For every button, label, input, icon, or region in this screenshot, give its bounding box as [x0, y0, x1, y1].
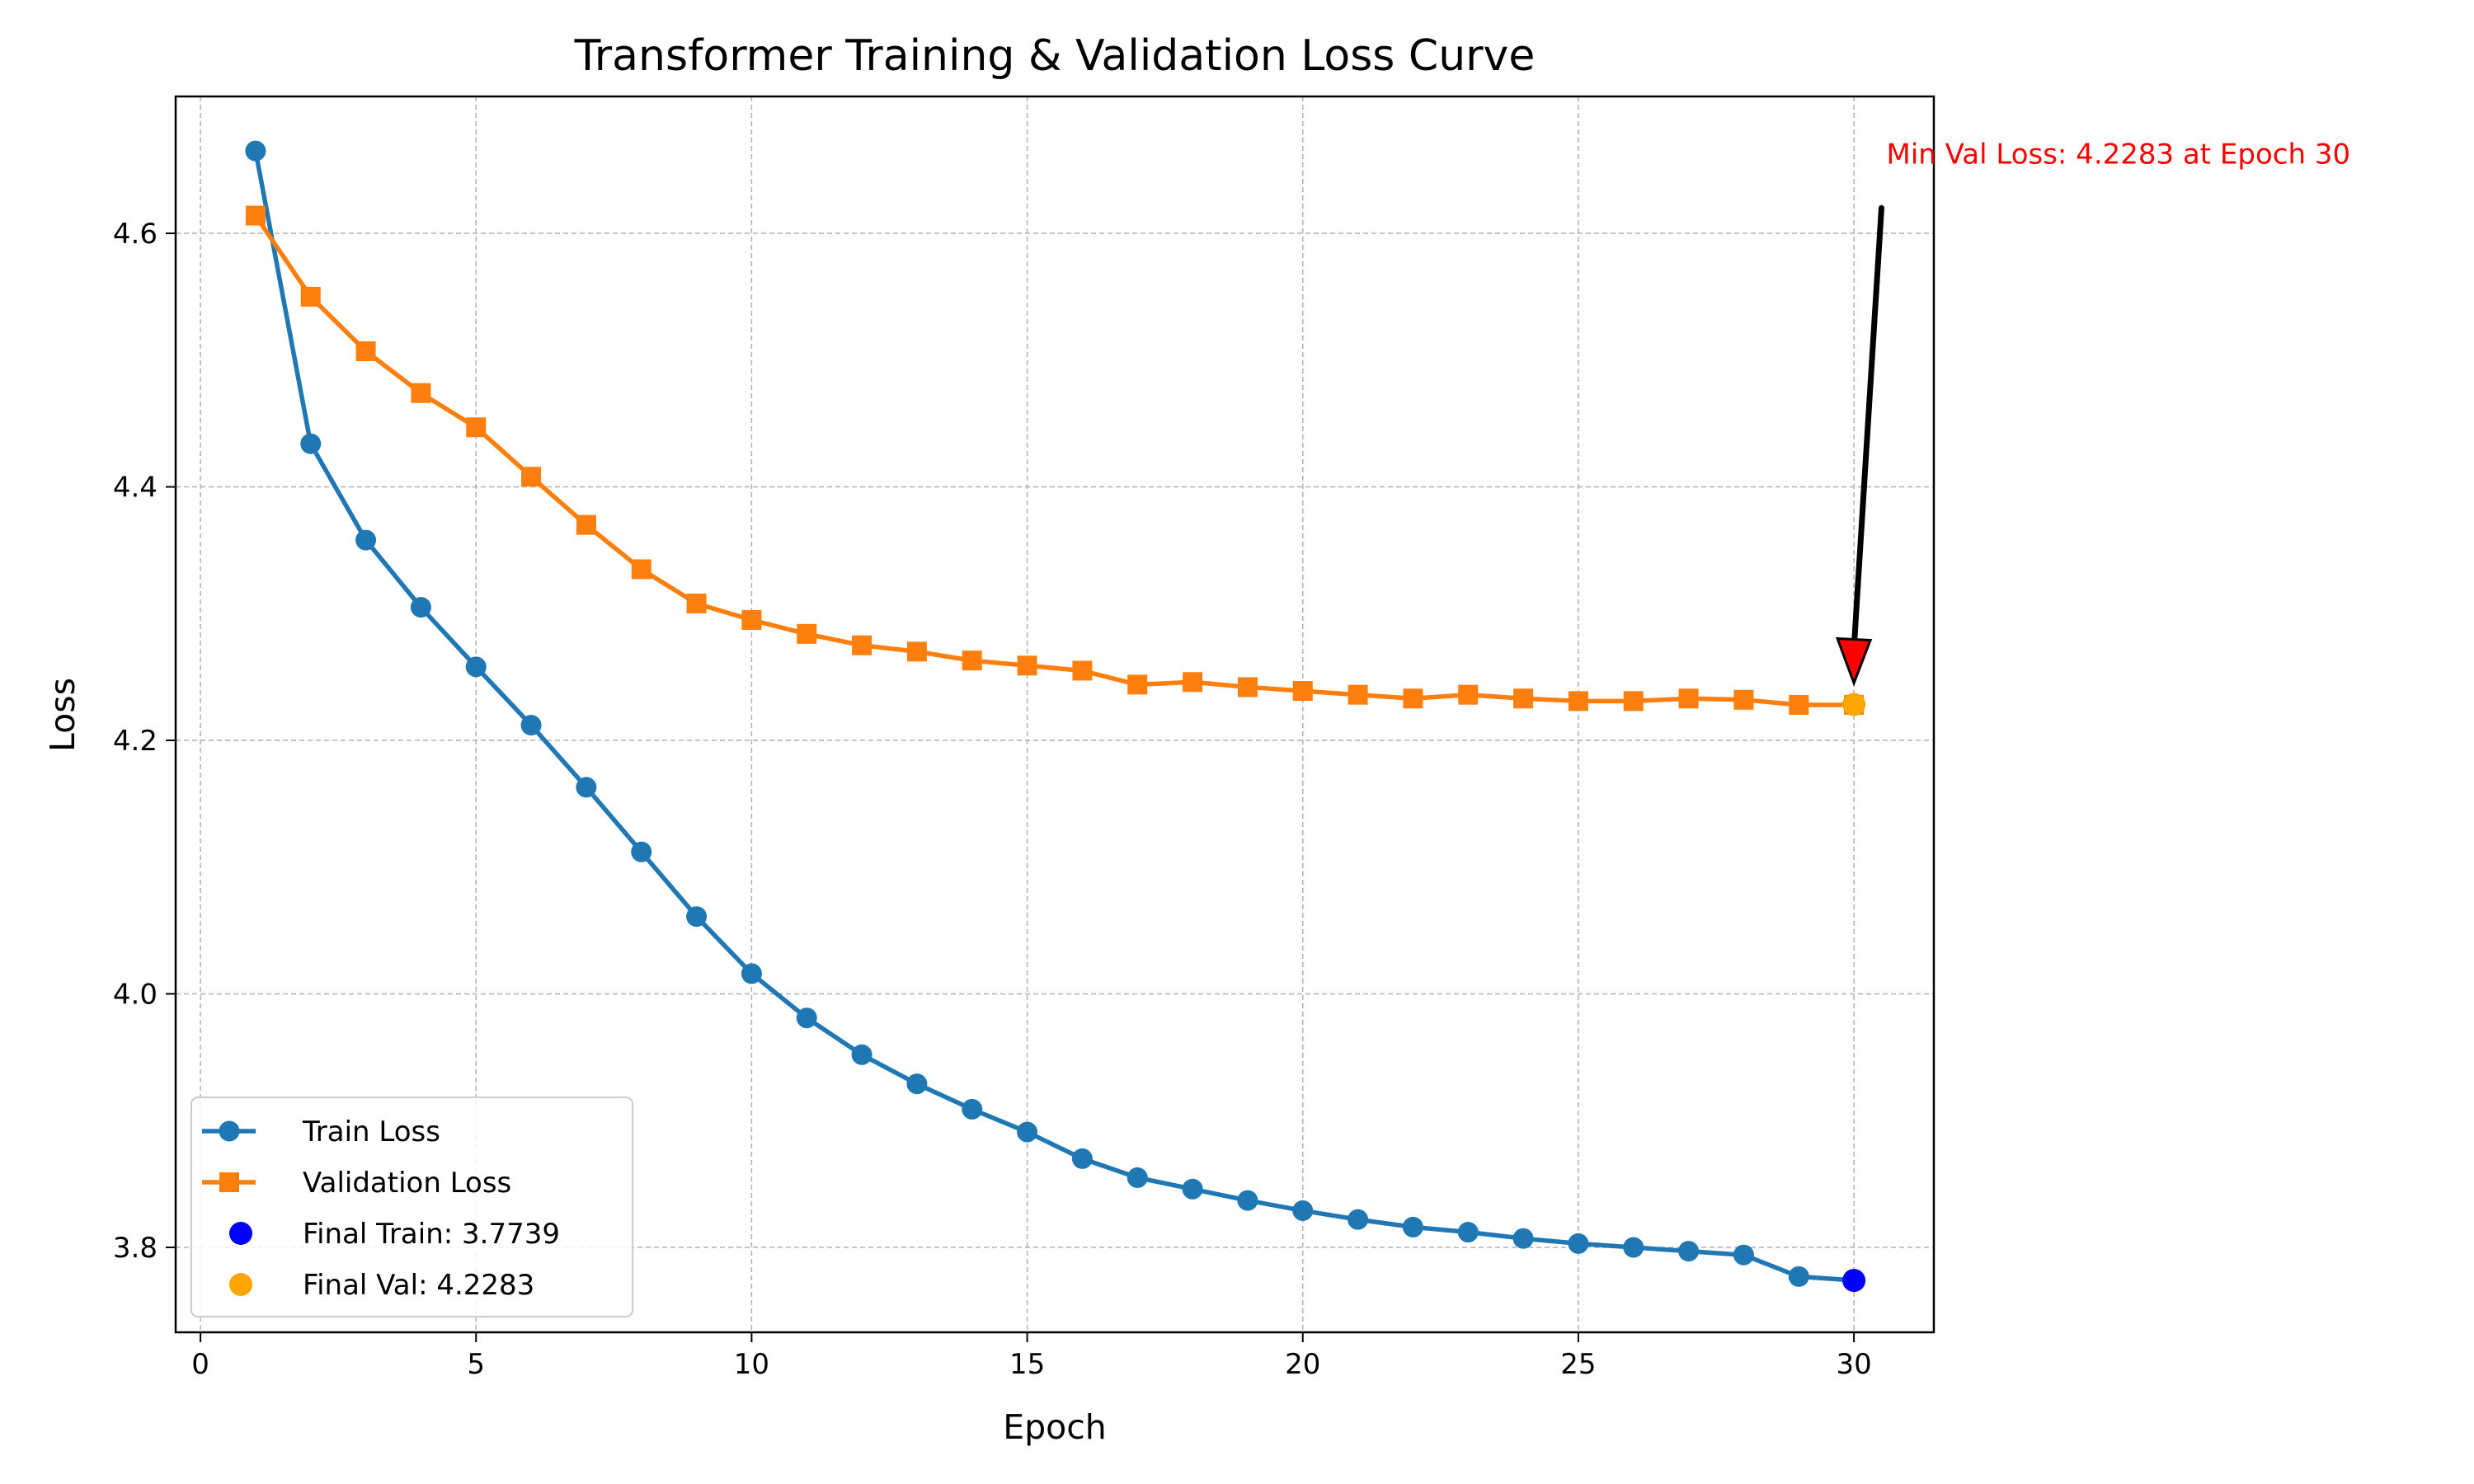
train-loss-point	[245, 140, 266, 162]
validation-loss-point	[466, 417, 487, 438]
validation-loss-point	[852, 635, 872, 655]
train-loss-point	[520, 715, 542, 736]
final-value-point	[1842, 1269, 1866, 1293]
y-axis-label: Loss	[43, 678, 82, 752]
validation-loss-point	[1017, 655, 1037, 676]
train-loss-point	[1348, 1209, 1369, 1230]
validation-loss-point	[1678, 688, 1699, 709]
x-axis-label: Epoch	[1003, 1407, 1107, 1447]
x-tick-label: 15	[1009, 1348, 1045, 1381]
train-loss-point	[465, 656, 487, 678]
final-points-layer	[1842, 693, 1866, 1293]
validation-loss-point	[411, 383, 431, 403]
final-value-point	[1842, 693, 1866, 716]
legend: Train Loss Validation Loss Final Train: 3.…	[190, 1097, 633, 1317]
train-loss-point	[1568, 1233, 1589, 1254]
validation-loss-point	[355, 341, 376, 362]
train-loss-point	[1126, 1167, 1148, 1188]
validation-loss-point	[1127, 674, 1148, 695]
validation-loss-point	[1348, 684, 1368, 705]
train-loss-point	[906, 1073, 928, 1095]
train-loss-point	[1017, 1121, 1038, 1143]
y-tick-label: 4.0	[113, 979, 158, 1012]
legend-train-loss-label: Train Loss	[302, 1115, 440, 1148]
train-loss-point	[741, 963, 762, 984]
validation-loss-point	[1237, 677, 1258, 697]
legend-final-label: Final Val: 4.2283	[303, 1269, 534, 1302]
y-tick-label: 4.6	[113, 218, 158, 251]
y-tick-label: 3.8	[113, 1232, 158, 1265]
train-loss-point	[1292, 1200, 1314, 1221]
train-loss-point	[300, 433, 322, 454]
train-loss-point	[1623, 1237, 1644, 1258]
validation-loss-point	[1292, 681, 1313, 702]
tick-layer: 0 5 10 15 20 25 30 3.8 4.0 4.2 4.4 4.6	[113, 218, 1872, 1381]
legend-validation-loss-marker	[219, 1172, 239, 1192]
validation-loss-point	[1733, 689, 1754, 710]
min-val-annotation: Min Val Loss: 4.2283 at Epoch 30	[1835, 138, 2351, 687]
validation-loss-point	[576, 514, 596, 535]
train-loss-point	[1457, 1222, 1479, 1243]
validation-loss-point	[1513, 688, 1534, 709]
validation-loss-point	[797, 623, 817, 644]
validation-loss-point	[906, 641, 927, 662]
annotation-text: Min Val Loss: 4.2283 at Epoch 30	[1887, 138, 2351, 171]
train-loss-point	[410, 597, 431, 618]
chart-title: Transformer Training & Validation Loss C…	[574, 31, 1536, 81]
validation-loss-point	[245, 205, 266, 226]
validation-loss-series	[245, 205, 1865, 715]
legend-train-loss-marker	[219, 1120, 240, 1142]
train-loss-point	[355, 529, 377, 551]
train-loss-point	[686, 906, 708, 928]
x-tick-label: 10	[734, 1348, 769, 1381]
train-loss-point	[1512, 1228, 1534, 1249]
annotation-arrow-shaft	[1851, 204, 1885, 652]
train-loss-point	[1678, 1241, 1700, 1262]
train-loss-point	[851, 1044, 872, 1065]
train-loss-point	[631, 841, 652, 862]
legend-validation-loss-label: Validation Loss	[303, 1167, 511, 1200]
axes-frame	[174, 95, 1935, 1334]
validation-loss-point	[1183, 672, 1203, 693]
x-tick-label: 25	[1560, 1348, 1596, 1381]
x-tick-label: 5	[467, 1348, 485, 1381]
validation-loss-point	[300, 286, 321, 307]
train-loss-point	[1071, 1148, 1093, 1169]
train-loss-point	[1237, 1190, 1258, 1211]
validation-loss-point	[521, 467, 542, 487]
train-loss-series	[245, 140, 1865, 1291]
validation-loss-point	[686, 593, 707, 613]
train-loss-point	[962, 1098, 983, 1120]
x-tick-label: 30	[1836, 1348, 1871, 1381]
validation-loss-point	[1403, 688, 1423, 709]
series-layer	[245, 140, 1865, 1291]
validation-loss-point	[631, 559, 651, 580]
validation-loss-point	[962, 650, 982, 671]
validation-loss-point	[1789, 694, 1809, 715]
x-tick-label: 0	[191, 1348, 209, 1381]
train-loss-point	[1733, 1244, 1754, 1266]
y-tick-label: 4.4	[113, 472, 158, 505]
validation-loss-point	[741, 609, 762, 630]
validation-loss-point	[1458, 684, 1479, 705]
train-loss-point	[1788, 1266, 1809, 1287]
annotation-arrow-head	[1835, 636, 1873, 687]
train-loss-point	[1182, 1178, 1203, 1200]
validation-loss-point	[1072, 660, 1093, 681]
train-loss-point	[576, 777, 597, 798]
legend-final-label: Final Train: 3.7739	[303, 1218, 560, 1251]
validation-loss-point	[1623, 691, 1644, 711]
legend-final-marker	[229, 1222, 252, 1245]
train-loss-point	[796, 1007, 817, 1029]
validation-loss-point	[1568, 691, 1588, 711]
legend-box	[190, 1097, 633, 1317]
legend-final-marker	[229, 1273, 252, 1296]
y-tick-label: 4.2	[113, 725, 158, 758]
x-tick-label: 20	[1285, 1348, 1320, 1381]
train-loss-point	[1402, 1216, 1423, 1237]
